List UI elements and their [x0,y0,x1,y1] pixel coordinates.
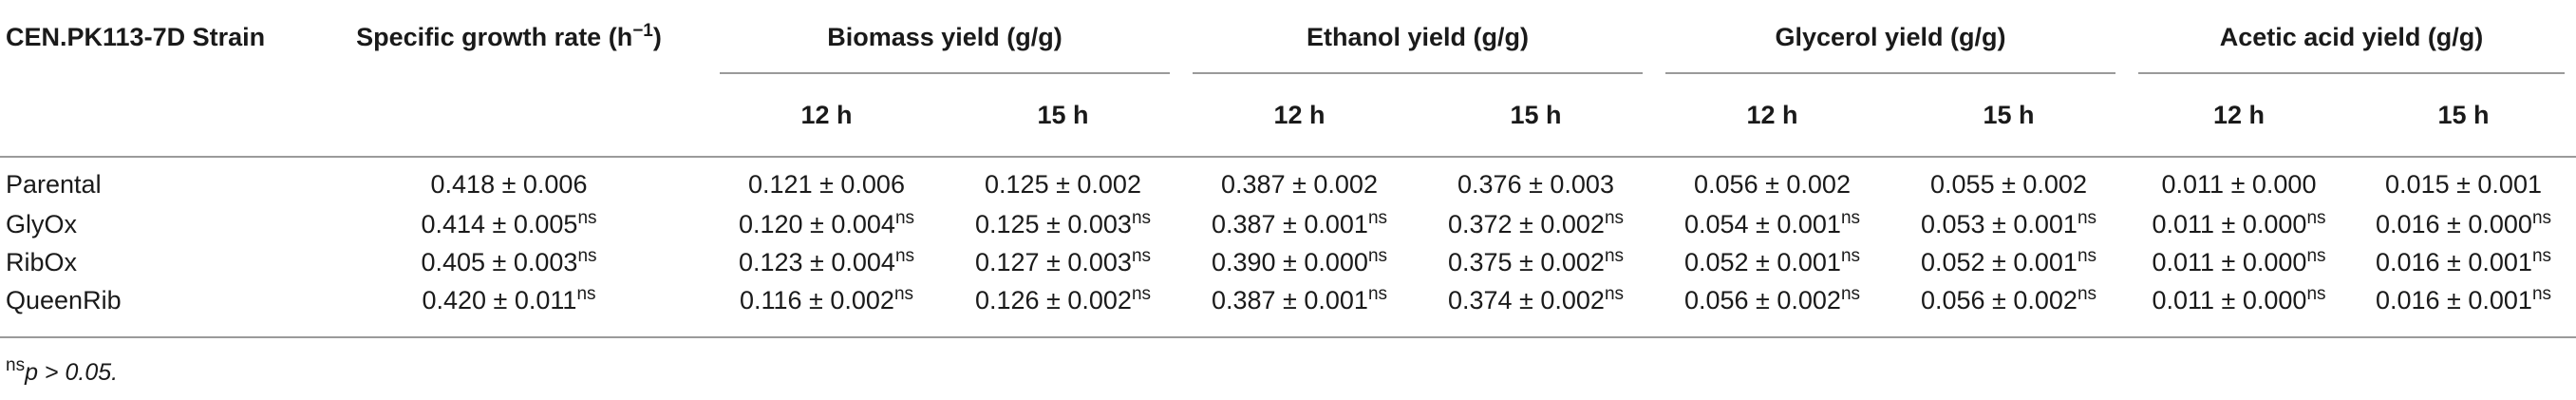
significance-mark: ns [1131,207,1152,228]
significance-mark: ns [2531,245,2552,266]
value-cell: 0.121 ± 0.006 [748,169,905,199]
value-cell: 0.052 ± 0.001ns [1920,245,2097,276]
acetic-acid-yield-header: Acetic acid yield (g/g) [2127,0,2576,74]
value-cell: 0.056 ± 0.002ns [1920,283,2097,314]
strain-cell: QueenRib [6,285,122,314]
value-cell: 0.016 ± 0.000ns [2375,207,2552,238]
significance-mark: ns [1367,283,1388,304]
value-cell: 0.011 ± 0.000ns [2152,283,2326,314]
significance-mark: ns [1840,207,1861,228]
significance-mark: ns [2077,283,2097,304]
value-cell: 0.127 ± 0.003ns [974,245,1152,276]
value-cell: 0.372 ± 0.002ns [1447,207,1625,238]
value-cell: 0.011 ± 0.000ns [2152,245,2326,276]
table-row: RibOx 0.405 ± 0.003ns 0.123 ± 0.004ns 0.127… [0,243,2576,281]
strain-header: CEN.PK113-7D Strain [6,22,266,51]
significance-mark: ns [1604,245,1625,266]
subheader-cell: 12 h [2212,100,2266,129]
table-row: GlyOx 0.414 ± 0.005ns 0.120 ± 0.004ns 0.125… [0,205,2576,243]
table-row: Parental 0.418 ± 0.006 0.121 ± 0.006 0.125 … [0,156,2576,205]
significance-mark: ns [1604,207,1625,228]
value-cell: 0.120 ± 0.004ns [738,207,915,238]
value-cell: 0.390 ± 0.000ns [1211,245,1388,276]
table-row: QueenRib 0.420 ± 0.011ns 0.116 ± 0.002ns 0.… [0,281,2576,329]
value-cell: 0.418 ± 0.006 [430,169,588,199]
footnote: nsp > 0.05. [6,355,119,386]
value-cell: 0.125 ± 0.003ns [974,207,1152,238]
significance-mark: ns [894,207,915,228]
value-cell: 0.016 ± 0.001ns [2375,283,2552,314]
subheader-cell: 15 h [1037,100,1089,129]
significance-mark: ns [2531,207,2552,228]
value-cell: 0.125 ± 0.002 [985,169,1141,199]
significance-mark: ns [1131,245,1152,266]
significance-mark: ns [2077,207,2097,228]
significance-mark: ns [2077,245,2097,266]
subheader-row: 12 h 15 h 12 h 15 h 12 h 15 h 12 h 15 h [0,74,2576,156]
value-cell: 0.011 ± 0.000ns [2152,207,2326,238]
significance-mark: ns [2531,283,2552,304]
strain-cell: Parental [6,169,102,199]
value-cell: 0.016 ± 0.001ns [2375,245,2552,276]
results-table: CEN.PK113-7D Strain Specific growth rate… [0,0,2576,329]
significance-mark: ns [577,207,597,228]
subheader-cell: 12 h [1273,100,1326,129]
header-divider [0,156,2576,158]
strain-cell: GlyOx [6,209,78,238]
significance-mark: ns [576,283,596,304]
subheader-cell: 12 h [800,100,853,129]
value-cell: 0.420 ± 0.011ns [422,283,596,314]
value-cell: 0.116 ± 0.002ns [739,283,914,314]
growth-rate-header: Specific growth rate (h−1) [356,20,662,51]
glycerol-yield-header: Glycerol yield (g/g) [1654,0,2127,74]
significance-mark: ns [1604,283,1625,304]
ethanol-yield-header: Ethanol yield (g/g) [1181,0,1654,74]
significance-mark: ns [1840,245,1861,266]
value-cell: 0.015 ± 0.001 [2385,169,2542,199]
value-cell: 0.126 ± 0.002ns [974,283,1152,314]
value-cell: 0.387 ± 0.001ns [1211,207,1388,238]
subheader-cell: 15 h [1983,100,2035,129]
value-cell: 0.375 ± 0.002ns [1447,245,1625,276]
significance-mark: ns [1840,283,1861,304]
significance-mark: ns [577,245,597,266]
value-cell: 0.056 ± 0.002 [1694,169,1851,199]
value-cell: 0.123 ± 0.004ns [738,245,915,276]
header-row: CEN.PK113-7D Strain Specific growth rate… [0,0,2576,74]
value-cell: 0.387 ± 0.001ns [1211,283,1388,314]
value-cell: 0.414 ± 0.005ns [421,207,597,238]
subheader-cell: 15 h [1510,100,1562,129]
significance-mark: ns [1367,245,1388,266]
value-cell: 0.055 ± 0.002 [1930,169,2087,199]
table-bottom-rule [0,336,2576,338]
value-cell: 0.387 ± 0.002 [1221,169,1378,199]
value-cell: 0.056 ± 0.002ns [1683,283,1861,314]
value-cell: 0.052 ± 0.001ns [1683,245,1861,276]
value-cell: 0.405 ± 0.003ns [421,245,597,276]
value-cell: 0.374 ± 0.002ns [1447,283,1625,314]
significance-mark: ns [2306,283,2326,304]
value-cell: 0.011 ± 0.000 [2161,169,2317,199]
significance-mark: ns [894,245,915,266]
significance-mark: ns [893,283,914,304]
value-cell: 0.053 ± 0.001ns [1920,207,2097,238]
strain-cell: RibOx [6,247,78,276]
significance-mark: ns [2306,245,2326,266]
biomass-yield-header: Biomass yield (g/g) [708,0,1181,74]
value-cell: 0.376 ± 0.003 [1457,169,1614,199]
significance-mark: ns [1131,283,1152,304]
significance-mark: ns [1367,207,1388,228]
significance-mark: ns [2306,207,2326,228]
subheader-cell: 15 h [2437,100,2490,129]
value-cell: 0.054 ± 0.001ns [1683,207,1861,238]
subheader-cell: 12 h [1746,100,1798,129]
